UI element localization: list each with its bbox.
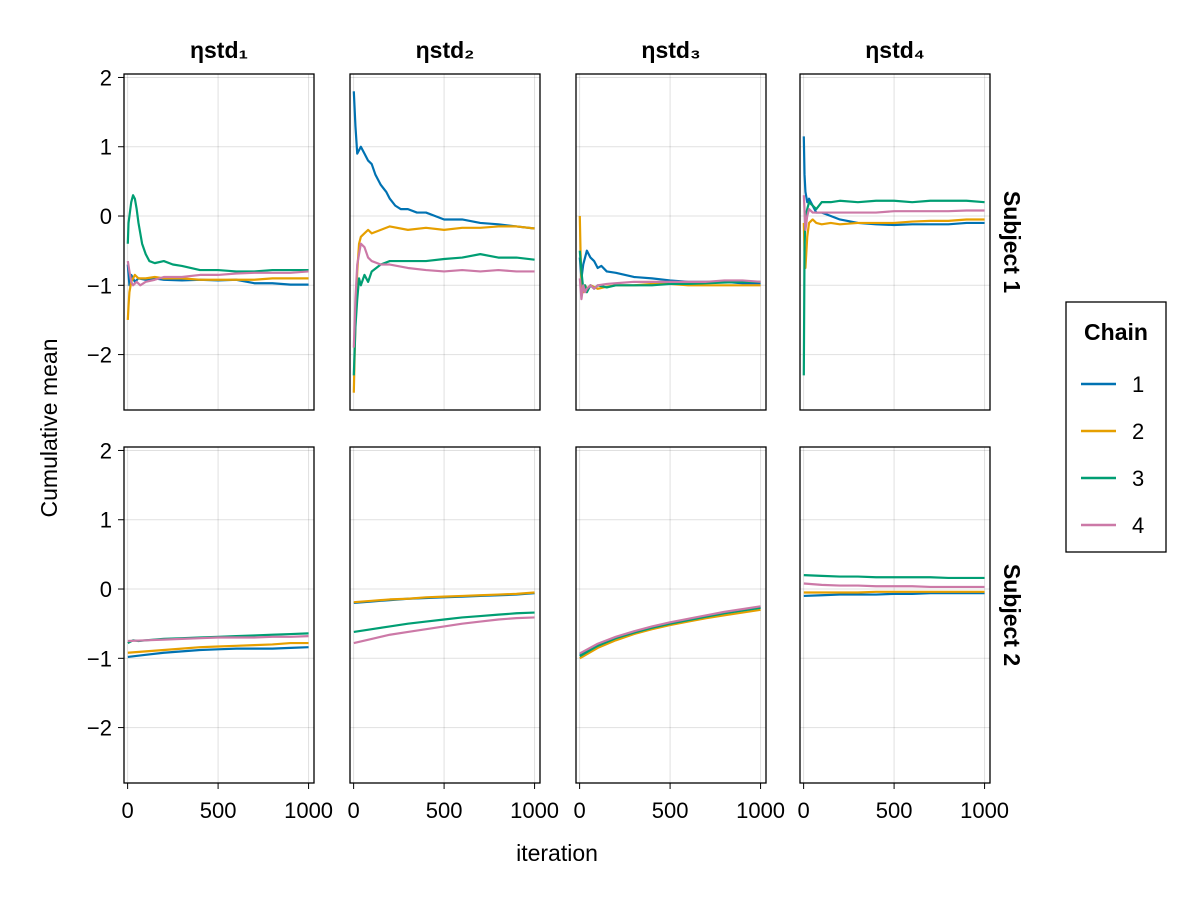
y-tick-label: 2 (100, 65, 112, 90)
panel-frame (575, 446, 767, 784)
x-tick-label: 0 (797, 798, 809, 823)
panel-r2-c4: 0 500 1000 (797, 446, 1009, 823)
series-chain-1 (127, 646, 309, 659)
panel-frame (123, 446, 315, 784)
x-tick-label: 1000 (736, 798, 785, 823)
x-tick-label: 500 (200, 798, 237, 823)
series-chain-4 (352, 242, 535, 348)
y-tick-label: 1 (100, 508, 112, 533)
x-tick-label: 0 (121, 798, 133, 823)
series-chain-2 (803, 590, 985, 594)
legend-title: Chain (1084, 319, 1148, 345)
y-tick-label: 2 (100, 438, 112, 463)
x-axis-label: iteration (516, 840, 598, 866)
series-chain-4 (127, 635, 309, 643)
y-axis-label: Cumulative mean (36, 339, 62, 518)
panel-r1-c2 (349, 73, 541, 411)
series-chain-3 (578, 250, 761, 294)
legend: Chain 1 2 3 4 (1065, 301, 1167, 553)
y-tick-label: −2 (87, 716, 112, 741)
panel-r1-c1: 2 1 0 −1 −2 (87, 65, 315, 411)
x-tick-label: 1000 (510, 798, 559, 823)
panel-frame (349, 73, 541, 411)
y-tick-label: −1 (87, 646, 112, 671)
panel-r1-c4 (799, 73, 991, 411)
row-title-1: Subject 1 (999, 191, 1025, 293)
x-tick-label: 1000 (284, 798, 333, 823)
series-chain-3 (353, 611, 535, 634)
x-tick-label: 500 (426, 798, 463, 823)
column-title-3: ηstd₃ (641, 37, 700, 63)
series-chain-2 (127, 641, 309, 654)
x-tick-label: 0 (573, 798, 585, 823)
column-title-1: ηstd₁ (190, 37, 248, 63)
x-tick-label: 500 (652, 798, 689, 823)
series-chain-4 (353, 616, 535, 645)
series-chain-4 (802, 195, 985, 231)
panels-layer: ηstd₁ ηstd₂ ηstd₃ ηstd₄ Subject 1 Subject 2 2 1… (87, 37, 1025, 823)
series-chain-1 (802, 136, 985, 227)
series-chain-3 (802, 199, 985, 376)
series-chain-4 (579, 605, 761, 655)
row-title-2: Subject 2 (999, 564, 1025, 666)
panel-frame (799, 446, 991, 784)
panel-r2-c1: 2 1 0 −1 −2 0 500 1000 (87, 438, 333, 823)
panel-r2-c3: 0 500 1000 (573, 446, 785, 823)
series-chain-1 (352, 91, 535, 230)
panel-frame (575, 73, 767, 411)
y-tick-label: 0 (100, 204, 112, 229)
series-chain-2 (352, 225, 535, 393)
x-tick-label: 500 (876, 798, 913, 823)
series-chain-1 (803, 592, 985, 598)
panel-r2-c2: 0 500 1000 (347, 446, 559, 823)
panel-frame (349, 446, 541, 784)
series-chain-2 (802, 218, 985, 270)
series-chain-4 (126, 260, 309, 287)
column-title-2: ηstd₂ (416, 37, 475, 63)
y-tick-label: −2 (87, 343, 112, 368)
column-title-4: ηstd₄ (865, 37, 925, 63)
series-chain-2 (579, 608, 761, 660)
series-chain-3 (579, 606, 761, 658)
legend-label-3: 3 (1132, 466, 1144, 491)
series-chain-4 (578, 278, 761, 301)
series-chain-3 (803, 574, 985, 580)
series-chain-3 (126, 194, 309, 273)
panel-frame (799, 73, 991, 411)
x-tick-label: 1000 (960, 798, 1009, 823)
panel-r1-c3 (575, 73, 767, 411)
series-chain-2 (353, 591, 535, 604)
y-tick-label: −1 (87, 273, 112, 298)
legend-frame (1065, 301, 1167, 553)
series-chain-3 (352, 253, 535, 376)
legend-label-1: 1 (1132, 372, 1144, 397)
legend-label-4: 4 (1132, 513, 1144, 538)
panel-frame (123, 73, 315, 411)
legend-label-2: 2 (1132, 419, 1144, 444)
y-tick-label: 1 (100, 135, 112, 160)
series-chain-4 (803, 582, 985, 589)
x-tick-label: 0 (347, 798, 359, 823)
y-tick-label: 0 (100, 577, 112, 602)
